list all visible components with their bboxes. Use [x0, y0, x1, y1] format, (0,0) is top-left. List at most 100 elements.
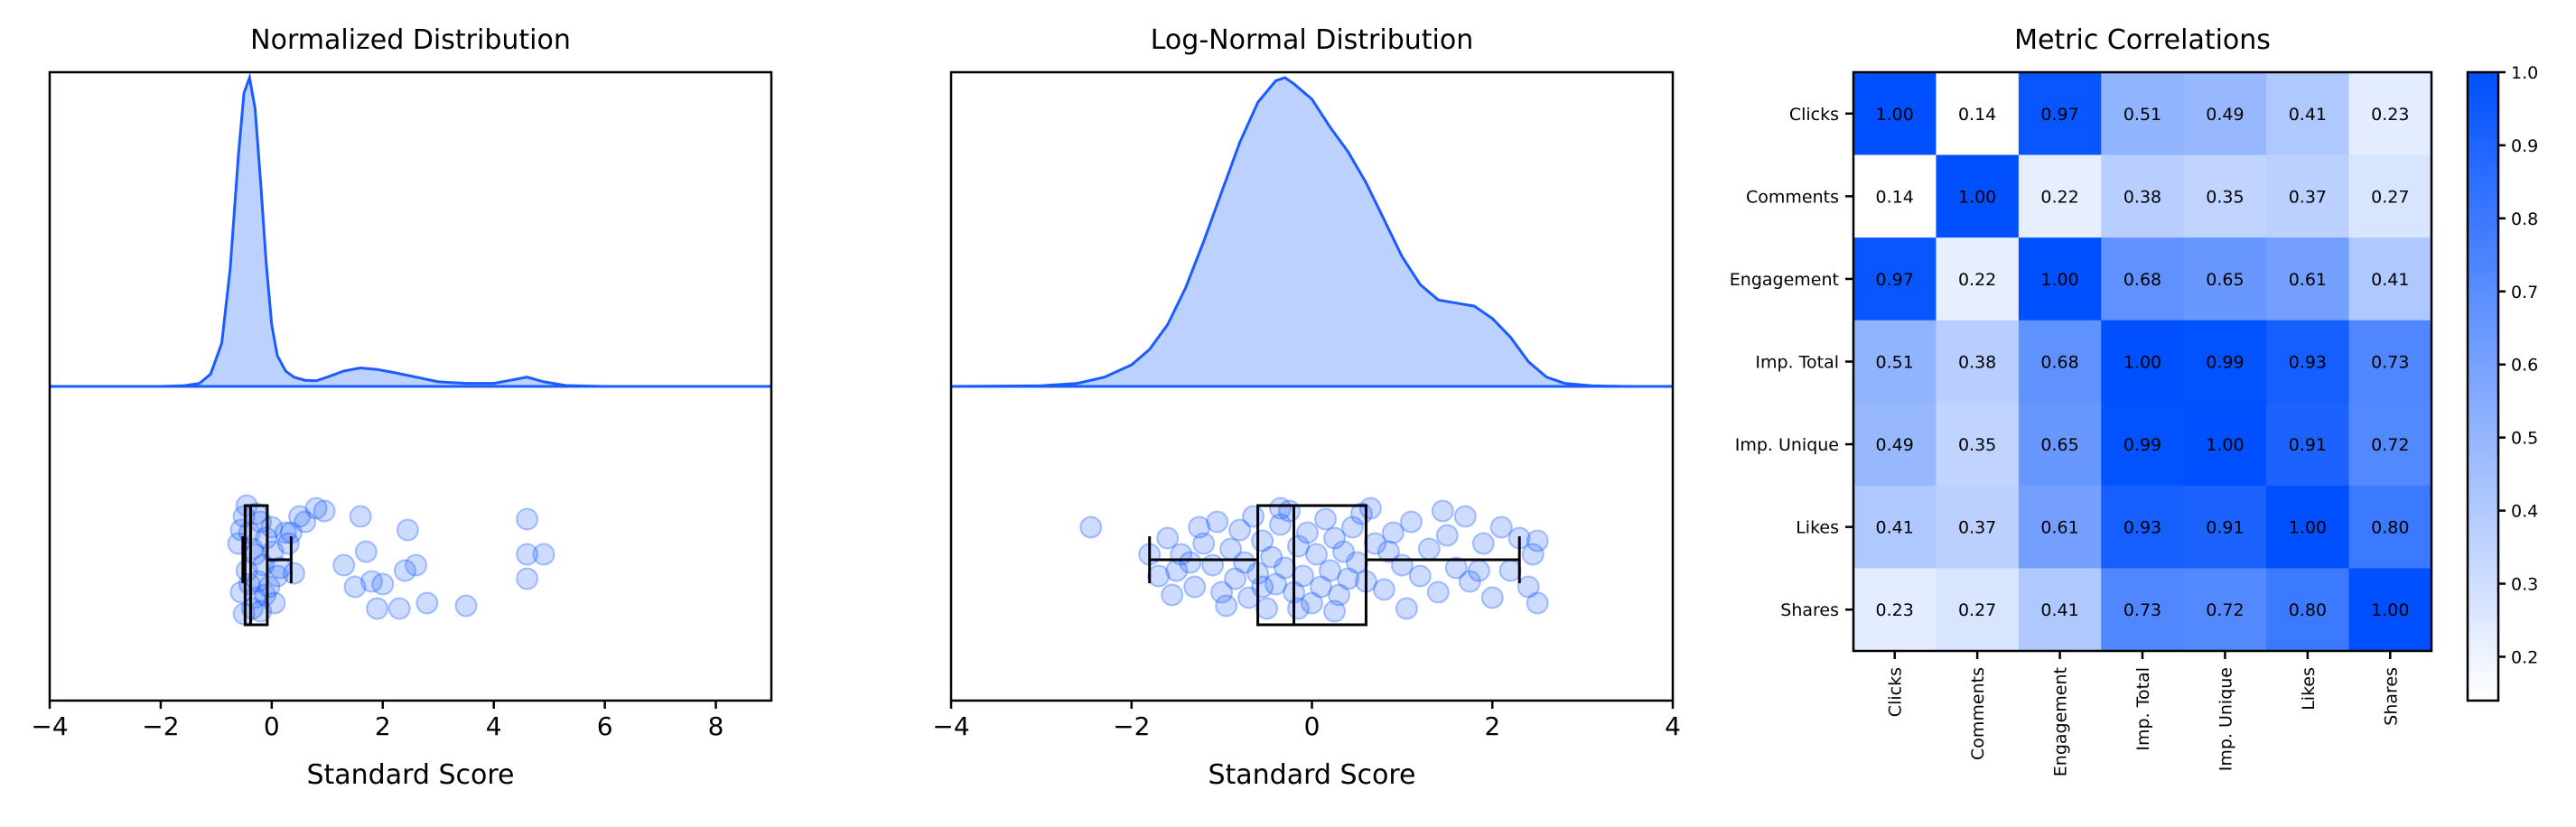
scatter-point [516, 507, 539, 531]
heatmap-cell [2018, 154, 2102, 238]
x-tick-label: 0 [1304, 711, 1321, 741]
heatmap-cell [2018, 403, 2102, 487]
scatter-point [240, 597, 264, 620]
heatmap-cell [2266, 72, 2350, 156]
heatmap-cell [2101, 568, 2185, 652]
scatter-point [1408, 564, 1432, 588]
heatmap-cell [2266, 403, 2350, 487]
heatmap-cell [2018, 72, 2102, 156]
heatmap-cell-value: 0.23 [2371, 105, 2409, 125]
heatmap-cell-value: 0.14 [1958, 105, 1996, 125]
scatter-point [1358, 497, 1382, 520]
scatter-point [1228, 518, 1252, 542]
y-tick-label: Likes [1796, 518, 1839, 538]
heatmap-cell [2266, 320, 2350, 404]
chart-title: Log-Normal Distribution [1151, 24, 1474, 56]
heatmap-cell-value: 0.41 [2040, 600, 2078, 620]
heatmap-cell [2101, 154, 2185, 238]
scatter-point [288, 505, 312, 528]
y-tick-label: Clicks [1789, 105, 1839, 125]
heatmap-cell-value: 1.00 [2289, 518, 2327, 538]
scatter-point [1147, 564, 1171, 588]
scatter-point [1526, 591, 1549, 615]
scatter-point [257, 575, 281, 599]
heatmap-cell-value: 0.38 [2123, 187, 2161, 207]
heatmap-cell [1936, 568, 2020, 652]
colorbar-tick-label: 0.7 [2511, 283, 2538, 302]
scatter-point [1206, 510, 1229, 534]
density-area [951, 78, 1673, 386]
chart-title: Normalized Distribution [250, 24, 571, 56]
heatmap-cell [2348, 320, 2432, 404]
scatter-point [1319, 559, 1341, 582]
heatmap-cell-value: 0.27 [2371, 187, 2409, 207]
heatmap-cell-value: 0.72 [2371, 435, 2409, 455]
scatter-point [1287, 597, 1310, 620]
scatter-point [1453, 505, 1477, 528]
scatter-point [282, 562, 305, 585]
heatmap-cell-value: 0.35 [2206, 187, 2244, 207]
scatter-point [1310, 575, 1332, 599]
heatmap-cell-value: 0.99 [2206, 353, 2244, 373]
scatter-point [1301, 591, 1323, 615]
colorbar-tick-label: 1.0 [2511, 63, 2538, 83]
scatter-point [1296, 521, 1319, 544]
density-area [50, 78, 771, 386]
x-axis-label: Standard Score [306, 759, 514, 791]
heatmap-cell [1936, 154, 2020, 238]
y-tick-label: Comments [1746, 187, 1839, 207]
colorbar-tick-label: 0.6 [2511, 356, 2538, 376]
x-tick-label: −4 [31, 711, 68, 741]
heatmap-cell [2101, 320, 2185, 404]
scatter-point [371, 572, 395, 596]
heatmap-cell [2018, 485, 2102, 570]
heatmap-cell [2348, 72, 2432, 156]
scatter-point [454, 594, 478, 618]
heatmap-cell-value: 0.41 [1876, 518, 1914, 538]
heatmap-cell-value: 0.97 [2040, 105, 2078, 125]
heatmap-cell-value: 0.65 [2206, 270, 2244, 290]
x-tick-label: Comments [1968, 667, 1988, 760]
scatter-point [405, 553, 428, 577]
heatmap-cell [2101, 237, 2185, 321]
x-tick-label: Clicks [1886, 667, 1906, 717]
scatter-point [1521, 543, 1545, 566]
heatmap-cell-value: 0.51 [2123, 105, 2161, 125]
scatter-point [1498, 559, 1522, 582]
heatmap-cell [1936, 320, 2020, 404]
scatter-point [1215, 594, 1238, 618]
x-tick-label: Engagement [2051, 667, 2071, 776]
scatter-point [1179, 551, 1202, 574]
scatter-point [1381, 521, 1405, 544]
x-tick-label: 2 [375, 711, 391, 741]
heatmap-cell-value: 1.00 [1958, 187, 1996, 207]
scatter-point [1417, 537, 1441, 561]
heatmap-cell-value: 0.41 [2371, 270, 2409, 290]
axes-frame [48, 70, 773, 702]
density-line [50, 72, 771, 388]
chart-title: Metric Correlations [2014, 24, 2271, 56]
heatmap-cell [2183, 72, 2267, 156]
heatmap-cell-value: 0.49 [1876, 435, 1914, 455]
heatmap-cell-value: 0.22 [1958, 270, 1996, 290]
heatmap-cell-value: 0.99 [2123, 435, 2161, 455]
heatmap-cell [2018, 320, 2102, 404]
heatmap-cell-value: 0.49 [2206, 105, 2244, 125]
scatter-point [1192, 532, 1216, 555]
scatter-point [313, 499, 336, 523]
x-tick-label: Likes [2299, 667, 2319, 711]
box-iqr [243, 504, 269, 627]
heatmap-cell-value: 0.68 [2123, 270, 2161, 290]
scatter-point [1260, 545, 1283, 569]
density-line [950, 76, 1673, 388]
heatmap-cell [1936, 485, 2020, 570]
heatmap-cell-value: 0.97 [1876, 270, 1914, 290]
x-tick-label: 4 [486, 711, 502, 741]
scatter-point [396, 518, 419, 542]
heatmap-cell-value: 0.38 [1958, 353, 1996, 373]
heatmap-cell-value: 0.61 [2289, 270, 2327, 290]
colorbar-tick-label: 0.9 [2511, 136, 2538, 156]
scatter-point [1210, 581, 1234, 604]
scatter-point [263, 591, 286, 615]
heatmap-cell [2183, 237, 2267, 321]
